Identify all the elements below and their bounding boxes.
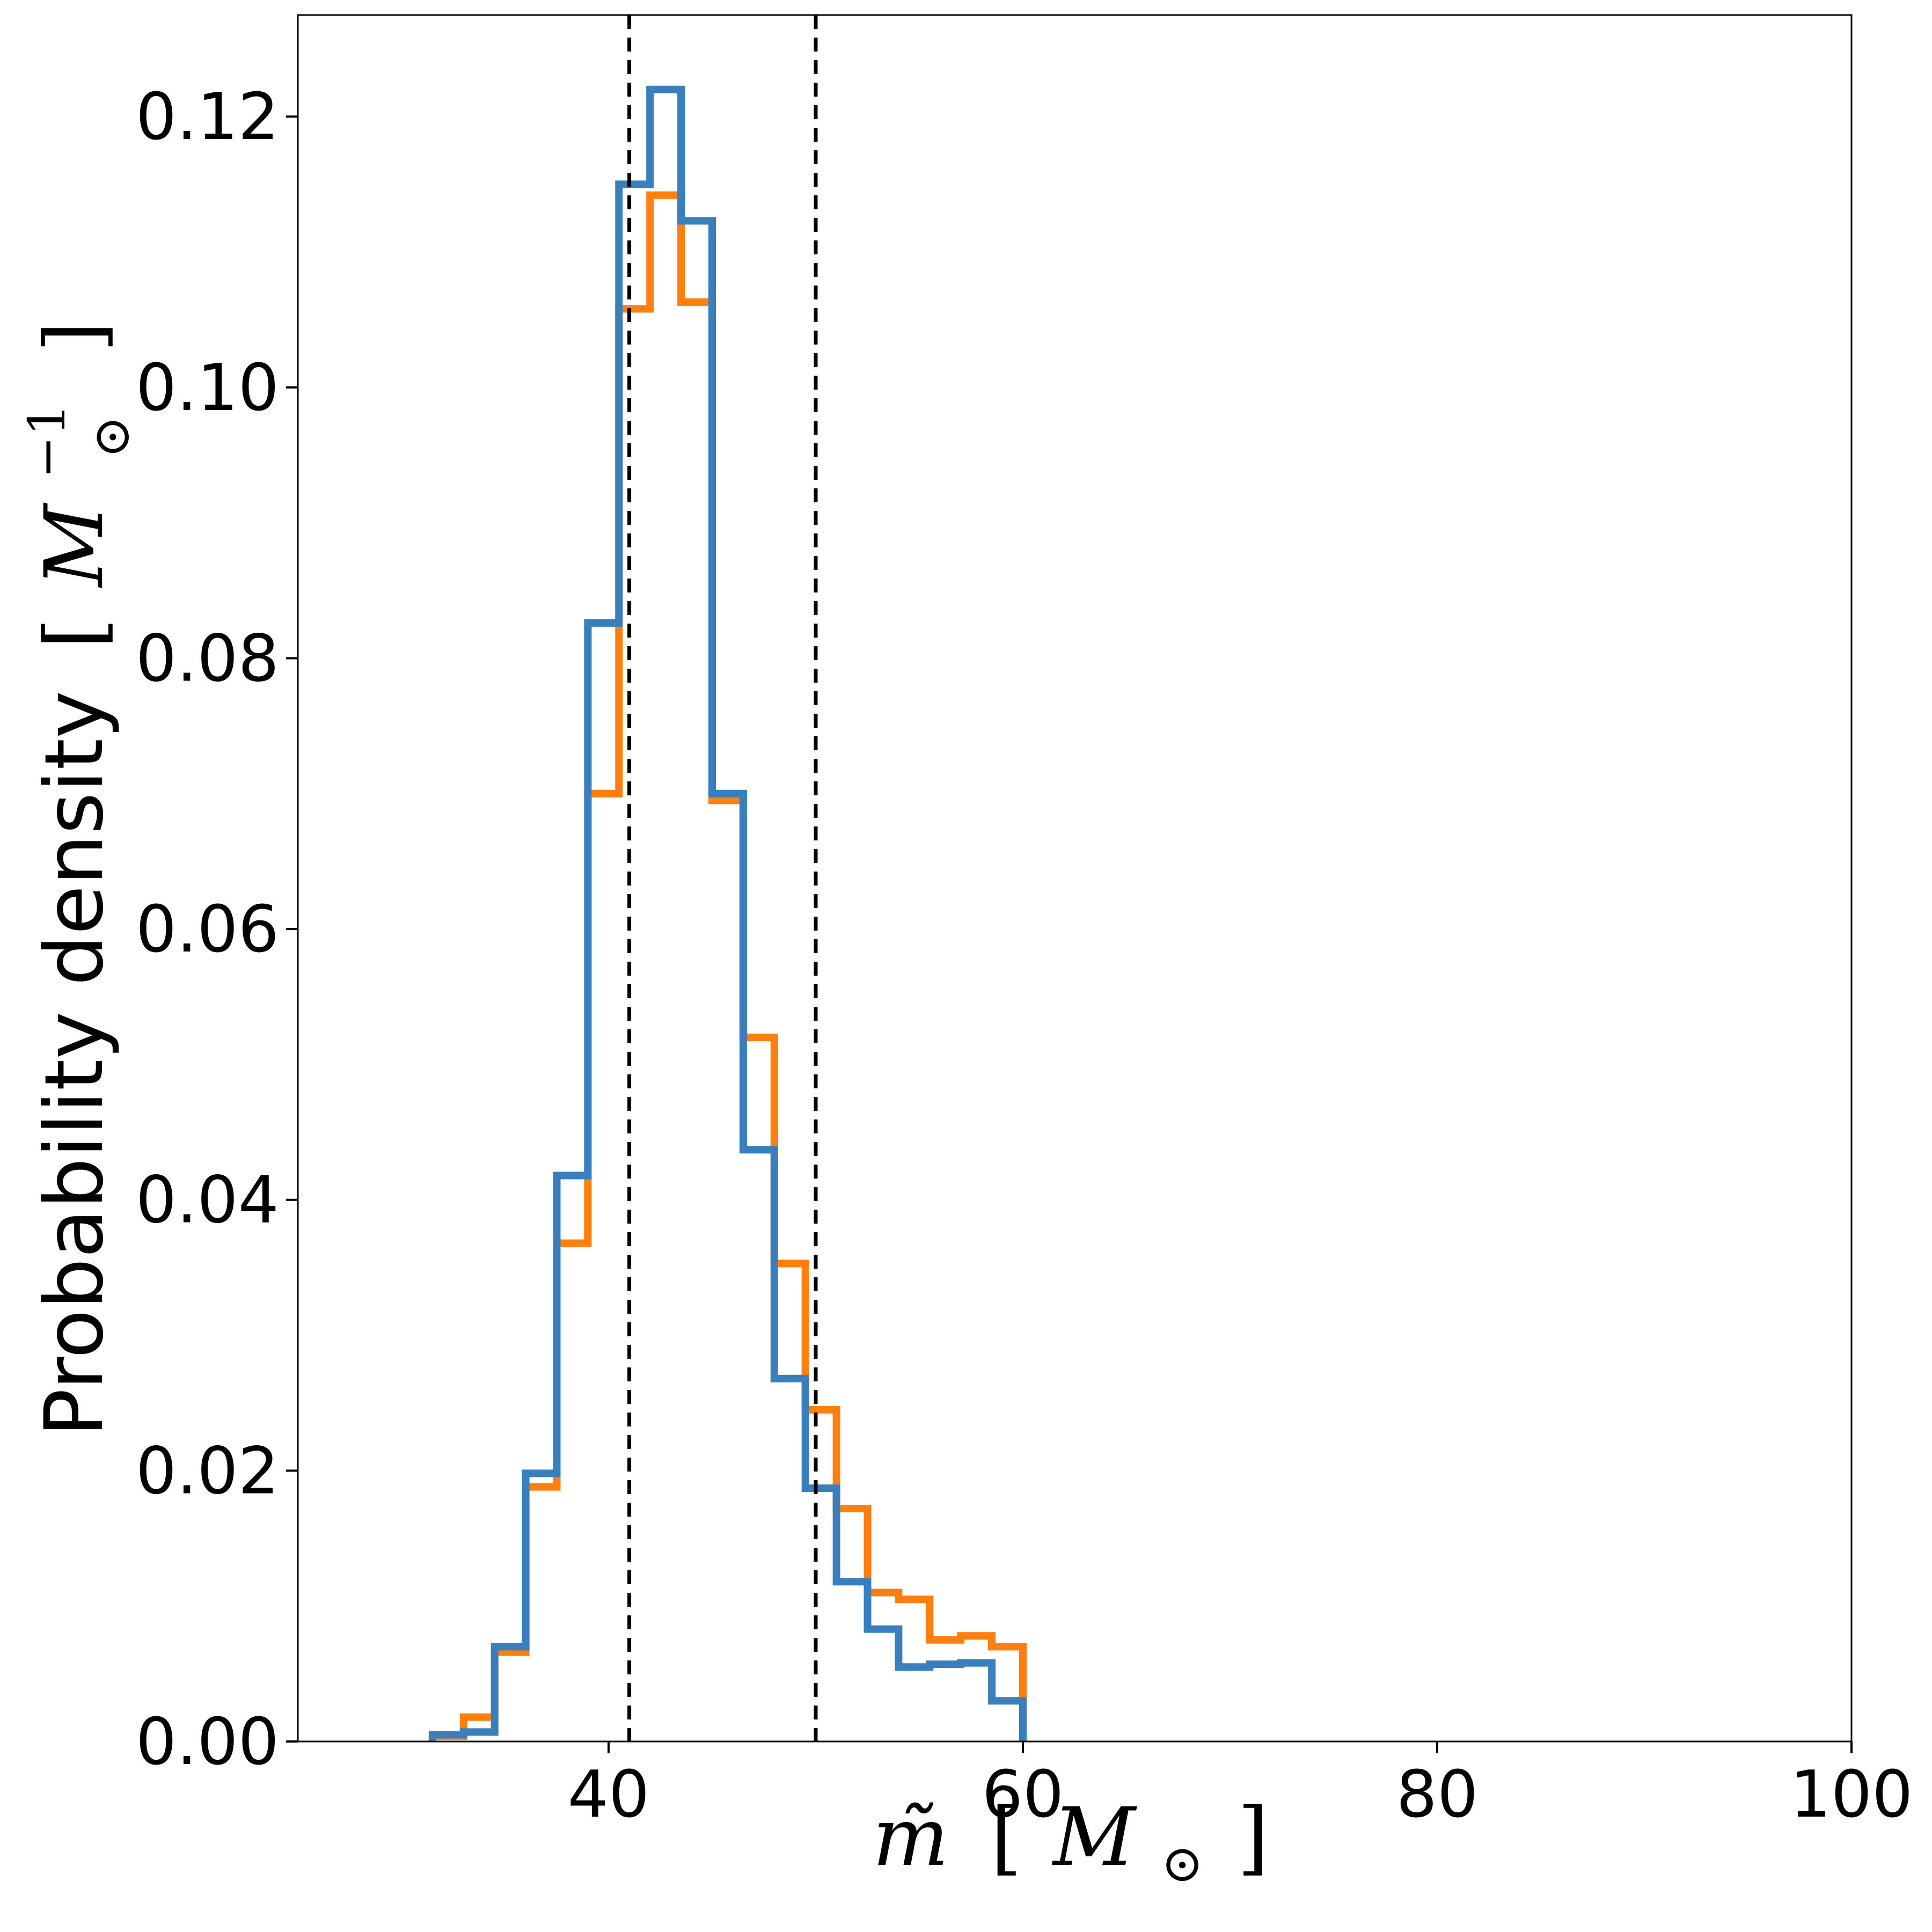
x-tick-label: 80	[1396, 1758, 1479, 1832]
y-axis-unit-subscript: ⊙	[82, 416, 141, 459]
y-axis-bracket-close: ]	[28, 321, 121, 353]
plot-frame	[297, 14, 1853, 1743]
y-tick-label: 0.02	[136, 1434, 279, 1509]
y-axis-label: Probability density [ M −1 ⊙ ]	[0, 321, 148, 1437]
x-axis-ticks: 40 60 80 100	[568, 1741, 1913, 1832]
y-axis-text: Probability density	[28, 691, 121, 1437]
x-tick-label: 100	[1790, 1758, 1913, 1832]
histogram-series	[428, 85, 1027, 1741]
y-axis-unit-superscript: −1	[18, 404, 77, 479]
y-tick-label: 0.10	[136, 351, 279, 426]
series-2-step-line	[428, 85, 1027, 1741]
x-tick-label: 60	[982, 1758, 1064, 1832]
y-tick-label: 0.00	[136, 1705, 279, 1780]
reference-lines	[627, 15, 818, 1741]
x-tick-label: 40	[568, 1758, 650, 1832]
x-axis-bracket-close: ]	[1238, 1791, 1269, 1884]
y-axis-bracket-open: [	[28, 618, 121, 649]
x-axis-label: m̃ [ M ⊙ ]	[873, 1791, 1269, 1900]
x-axis-symbol: m̃	[873, 1791, 949, 1884]
y-tick-label: 0.12	[136, 80, 279, 155]
x-axis-bracket-open: [	[991, 1791, 1022, 1884]
y-tick-label: 0.08	[136, 621, 279, 696]
y-axis-unit: M	[28, 502, 121, 588]
y-tick-label: 0.06	[136, 892, 279, 967]
x-axis-unit-subscript: ⊙	[1161, 1834, 1204, 1893]
y-axis-ticks: 0.00 0.02 0.04 0.06 0.08 0.10 0.12	[136, 80, 298, 1780]
x-axis-unit: M	[1051, 1791, 1137, 1884]
y-tick-label: 0.04	[136, 1163, 279, 1238]
